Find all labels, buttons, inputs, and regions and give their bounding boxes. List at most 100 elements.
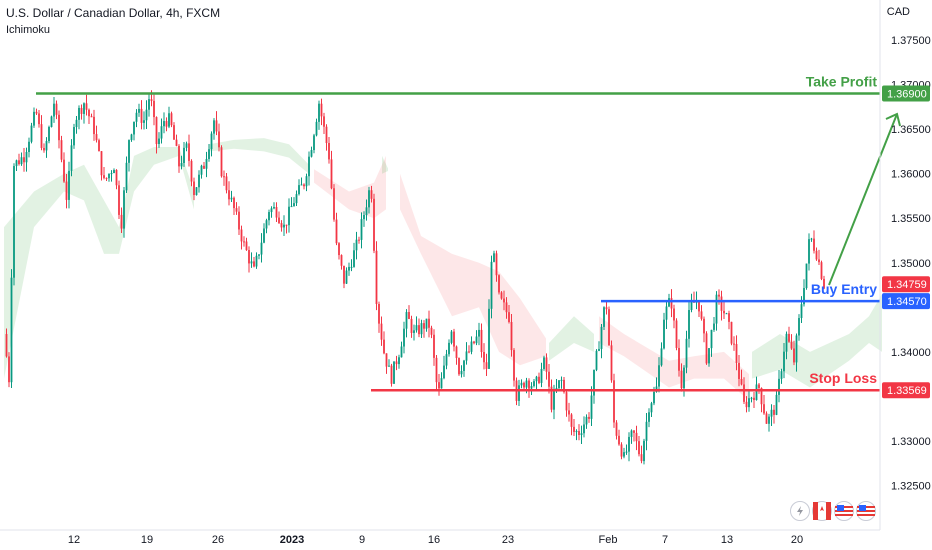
candle-body bbox=[383, 339, 385, 354]
candle-body bbox=[750, 397, 753, 399]
candle-body bbox=[308, 156, 310, 177]
candle-body bbox=[630, 430, 633, 437]
candle-body bbox=[293, 203, 295, 207]
candle-body bbox=[725, 313, 728, 315]
candle-body bbox=[245, 241, 248, 251]
candle-body bbox=[418, 325, 420, 335]
candle-body bbox=[580, 433, 583, 435]
candle-body bbox=[818, 259, 820, 263]
candle-body bbox=[525, 380, 528, 388]
candle-body bbox=[63, 159, 65, 182]
candle-body bbox=[35, 111, 38, 114]
candle-body bbox=[703, 318, 705, 334]
candle-body bbox=[405, 312, 408, 329]
candle-body bbox=[200, 165, 203, 175]
candle-body bbox=[150, 99, 153, 101]
candle-body bbox=[760, 387, 763, 405]
candle-body bbox=[153, 100, 155, 118]
candle-body bbox=[740, 379, 743, 385]
candle-body bbox=[205, 158, 208, 169]
x-tick-label: 12 bbox=[68, 534, 80, 546]
candle-body bbox=[683, 367, 685, 389]
candle-body bbox=[113, 169, 115, 174]
candle-body bbox=[393, 361, 395, 384]
candle-body bbox=[488, 308, 490, 369]
candle-body bbox=[333, 188, 335, 220]
candle-body bbox=[280, 223, 283, 228]
candle-body bbox=[568, 410, 570, 415]
candle-body bbox=[238, 211, 240, 230]
candle-body bbox=[430, 327, 433, 335]
candle-body bbox=[270, 208, 273, 213]
candle-body bbox=[743, 384, 745, 402]
cloud-segment bbox=[209, 138, 309, 174]
candle-body bbox=[423, 323, 425, 329]
candle-body bbox=[340, 255, 343, 266]
candle-body bbox=[400, 346, 403, 358]
usa-flag-icon[interactable] bbox=[856, 501, 876, 521]
candle-body bbox=[628, 436, 630, 452]
candle-body bbox=[375, 250, 378, 304]
lightning-icon[interactable] bbox=[790, 501, 810, 521]
candle-body bbox=[793, 348, 795, 363]
arrow-head bbox=[885, 112, 901, 127]
candle-body bbox=[103, 175, 105, 178]
candle-body bbox=[623, 452, 625, 457]
candle-body bbox=[73, 127, 75, 146]
candle-body bbox=[820, 262, 823, 279]
candle-body bbox=[215, 120, 218, 132]
candle-body bbox=[178, 145, 180, 167]
candle-body bbox=[705, 333, 708, 364]
candle-body bbox=[543, 357, 545, 369]
candle-body bbox=[460, 370, 463, 375]
candle-body bbox=[670, 298, 673, 309]
candle-body bbox=[720, 296, 723, 311]
candle-body bbox=[148, 99, 150, 110]
candle-body bbox=[408, 312, 410, 319]
candle-body bbox=[283, 224, 285, 228]
target-arrow bbox=[828, 113, 898, 286]
candle-body bbox=[330, 159, 333, 189]
candle-body bbox=[220, 147, 223, 177]
candle-body bbox=[305, 176, 308, 187]
price-tag: 1.34759 bbox=[882, 276, 930, 293]
candle-body bbox=[658, 365, 660, 387]
cloud-segment bbox=[549, 316, 594, 361]
candle-body bbox=[778, 378, 780, 395]
candle-body bbox=[643, 440, 645, 462]
candle-body bbox=[313, 135, 315, 151]
candle-body bbox=[590, 395, 593, 419]
cloud-segment bbox=[599, 316, 749, 401]
candle-body bbox=[620, 444, 623, 457]
usa-flag-icon[interactable] bbox=[834, 501, 854, 521]
candle-body bbox=[563, 379, 565, 393]
candle-body bbox=[310, 150, 313, 157]
candle-body bbox=[528, 380, 530, 389]
candle-body bbox=[185, 143, 188, 148]
candle-body bbox=[530, 386, 533, 389]
x-tick-label: Feb bbox=[599, 534, 618, 546]
candle-body bbox=[663, 319, 665, 349]
candle-body bbox=[605, 307, 608, 310]
price-tag: 1.34570 bbox=[882, 293, 930, 310]
canada-flag-icon[interactable] bbox=[812, 501, 832, 521]
candle-body bbox=[363, 215, 365, 220]
candle-body bbox=[210, 133, 213, 150]
candle-body bbox=[730, 321, 733, 344]
candle-body bbox=[600, 326, 603, 349]
candle-body bbox=[133, 121, 135, 135]
candle-body bbox=[188, 143, 190, 161]
candle-body bbox=[93, 116, 95, 135]
candle-body bbox=[540, 368, 543, 383]
candle-body bbox=[723, 310, 725, 314]
candle-body bbox=[250, 261, 253, 264]
indicator-label[interactable]: Ichimoku bbox=[6, 24, 51, 36]
candle-body bbox=[75, 119, 78, 128]
candle-body bbox=[598, 348, 600, 351]
candle-body bbox=[490, 261, 493, 309]
candle-body bbox=[780, 371, 783, 379]
x-tick-label: 2023 bbox=[280, 534, 304, 546]
y-tick-label: 1.34000 bbox=[891, 347, 931, 359]
candle-body bbox=[518, 385, 520, 401]
